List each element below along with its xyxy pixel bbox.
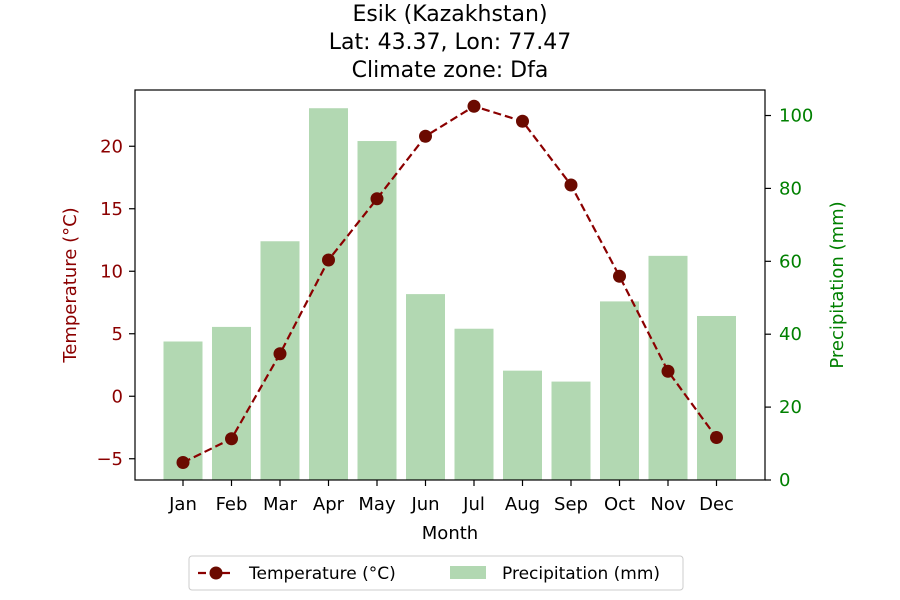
precipitation-bar-jul [454, 328, 494, 480]
temperature-point-jan [176, 456, 190, 469]
precipitation-bar-feb [212, 326, 251, 480]
legend-box [188, 555, 684, 591]
precipitation-bars [163, 108, 736, 481]
x-tick-label: Apr [313, 494, 345, 515]
x-tick-label: Jan [168, 494, 197, 515]
temperature-point-aug [516, 114, 529, 128]
precipitation-tick-label: 80 [779, 178, 802, 199]
temperature-point-sep [564, 178, 578, 192]
x-tick-label: May [358, 494, 396, 515]
temperature-tick-label: −5 [96, 449, 123, 470]
temperature-point-mar [273, 347, 287, 361]
legend: Temperature (°C) Precipitation (mm) [188, 555, 684, 591]
temperature-point-may [370, 192, 384, 206]
x-tick-label: Jun [410, 494, 439, 515]
precipitation-axis-label: Precipitation (mm) [827, 201, 848, 368]
legend-precipitation-swatch [450, 566, 486, 579]
precipitation-bar-dec [697, 315, 736, 480]
temperature-line [182, 105, 718, 464]
x-tick-label: Sep [554, 494, 588, 515]
x-tick-label: Jul [462, 494, 485, 515]
temperature-point-oct [613, 269, 626, 283]
x-tick-label: Mar [263, 494, 298, 515]
temperature-tick-label: 15 [100, 199, 123, 220]
precipitation-axis-ticks: 0 20 40 60 80 100 [765, 106, 813, 491]
precipitation-bar-sep [551, 381, 591, 480]
x-tick-label: Aug [505, 494, 540, 515]
chart-title: Esik (Kazakhstan) Lat: 43.37, Lon: 77.47… [329, 2, 571, 83]
temperature-axis-label: Temperature (°C) [60, 207, 81, 363]
x-axis-label: Month [422, 523, 478, 544]
title-line-3: Climate zone: Dfa [352, 58, 549, 83]
temperature-point-jul [467, 99, 481, 113]
precipitation-tick-label: 20 [779, 397, 802, 418]
precipitation-bar-mar [260, 241, 300, 480]
precipitation-bar-apr [309, 108, 348, 480]
legend-precipitation-label: Precipitation (mm) [502, 564, 660, 584]
precipitation-bar-oct [600, 301, 639, 480]
temperature-series [176, 99, 723, 469]
precipitation-tick-label: 40 [779, 324, 802, 345]
temperature-tick-label: 20 [100, 136, 123, 157]
temperature-point-jun [419, 129, 432, 143]
precipitation-bar-may [357, 141, 397, 481]
temperature-point-nov [661, 364, 675, 378]
temperature-tick-label: 10 [100, 261, 123, 282]
x-tick-label: Dec [699, 494, 734, 515]
temperature-tick-label: 5 [112, 324, 123, 345]
temperature-points [176, 99, 723, 469]
legend-temperature-marker [209, 566, 223, 580]
x-tick-label: Feb [216, 494, 248, 515]
precipitation-tick-label: 60 [779, 251, 802, 272]
legend-temperature-label: Temperature (°C) [248, 564, 396, 584]
temperature-point-dec [710, 431, 723, 444]
temperature-point-feb [225, 432, 238, 446]
temperature-axis-ticks: −5 0 5 10 15 20 [96, 136, 135, 470]
temperature-tick-label: 0 [112, 386, 123, 407]
precipitation-tick-label: 0 [779, 470, 790, 491]
precipitation-bar-jun [406, 294, 445, 480]
precipitation-tick-label: 100 [779, 106, 813, 127]
title-line-2: Lat: 43.37, Lon: 77.47 [329, 30, 571, 55]
title-line-1: Esik (Kazakhstan) [352, 2, 547, 27]
x-axis-ticks: Jan Feb Mar Apr May Jun Jul Aug Sep Oct Nov Dec [168, 480, 734, 515]
x-tick-label: Nov [650, 494, 685, 515]
plot-frame [134, 89, 766, 481]
precipitation-bar-aug [503, 370, 542, 480]
temperature-point-apr [322, 253, 335, 267]
x-tick-label: Oct [604, 494, 635, 515]
